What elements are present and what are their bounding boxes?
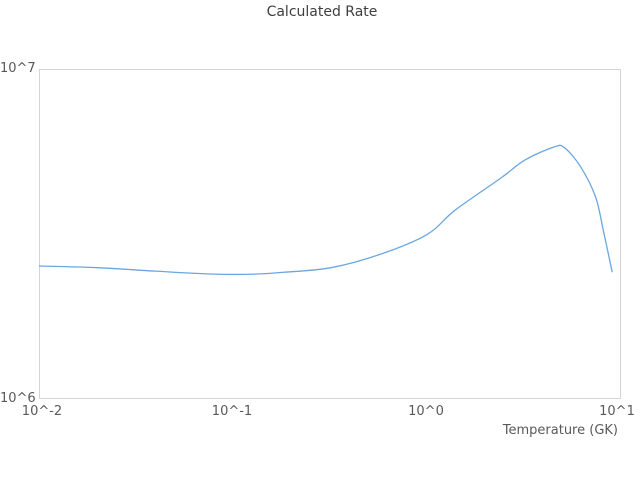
chart-title: Calculated Rate (266, 4, 378, 20)
x-tick-1e0: 10^0 (408, 404, 444, 419)
plot-area (39, 69, 621, 399)
x-tick-1e-2: 10^-2 (21, 404, 63, 419)
x-tick-1e1: 10^1 (599, 404, 635, 419)
x-tick-1e-1: 10^-1 (211, 404, 253, 419)
plot-frame (39, 69, 621, 399)
rate-curve-line (39, 144, 613, 276)
y-tick-1e7: 10^7 (0, 61, 36, 76)
y-tick-1e6: 10^6 (0, 391, 36, 406)
x-axis-label: Temperature (GK) (502, 423, 618, 438)
